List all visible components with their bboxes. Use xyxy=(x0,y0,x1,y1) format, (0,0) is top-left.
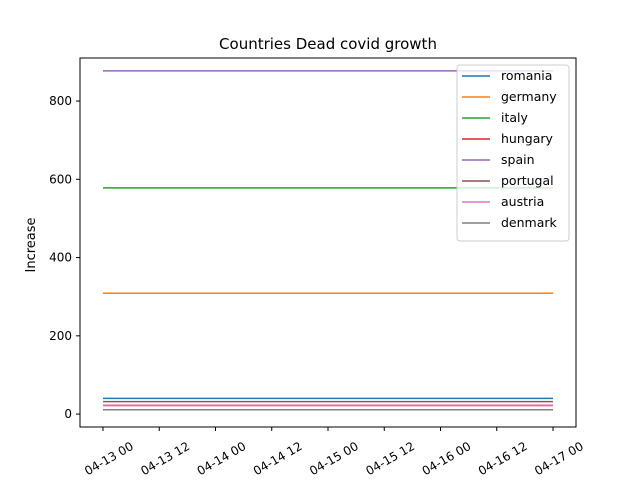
legend-label-spain: spain xyxy=(501,152,535,167)
legend-label-romania: romania xyxy=(501,68,552,83)
y-tick-label: 600 xyxy=(49,172,72,186)
legend: romania germany italy hungary spain portugal a… xyxy=(456,64,570,242)
y-tick-label: 0 xyxy=(64,407,72,421)
legend-box xyxy=(456,64,570,242)
chart-title: Countries Dead covid growth xyxy=(219,35,437,53)
legend-label-hungary: hungary xyxy=(501,131,554,146)
x-tick-label: 04-14 12 xyxy=(251,439,305,478)
x-tick-label: 04-16 00 xyxy=(420,439,474,478)
x-axis-ticks: 04-13 00 04-13 12 04-14 00 04-14 12 04-15 00… xyxy=(82,427,586,478)
x-tick-label: 04-15 00 xyxy=(307,439,361,478)
x-tick-label: 04-14 00 xyxy=(195,439,249,478)
legend-label-portugal: portugal xyxy=(501,173,554,188)
x-tick-label: 04-16 12 xyxy=(476,439,530,478)
x-tick-label: 04-13 00 xyxy=(82,439,136,478)
legend-label-italy: italy xyxy=(501,110,529,125)
legend-label-austria: austria xyxy=(501,194,544,209)
legend-label-germany: germany xyxy=(501,89,557,104)
y-tick-label: 200 xyxy=(49,329,72,343)
plot-frame xyxy=(79,57,577,428)
x-tick-label: 04-13 12 xyxy=(138,439,192,478)
y-axis-ticks: 0 200 400 600 800 xyxy=(49,94,80,421)
y-tick-label: 800 xyxy=(49,94,72,108)
y-axis-label: Increase xyxy=(24,217,39,272)
plot-series xyxy=(103,70,553,411)
y-tick-label: 400 xyxy=(49,251,72,265)
x-tick-label: 04-15 12 xyxy=(363,439,417,478)
legend-label-denmark: denmark xyxy=(501,215,558,230)
x-tick-label: 04-17 00 xyxy=(532,439,586,478)
